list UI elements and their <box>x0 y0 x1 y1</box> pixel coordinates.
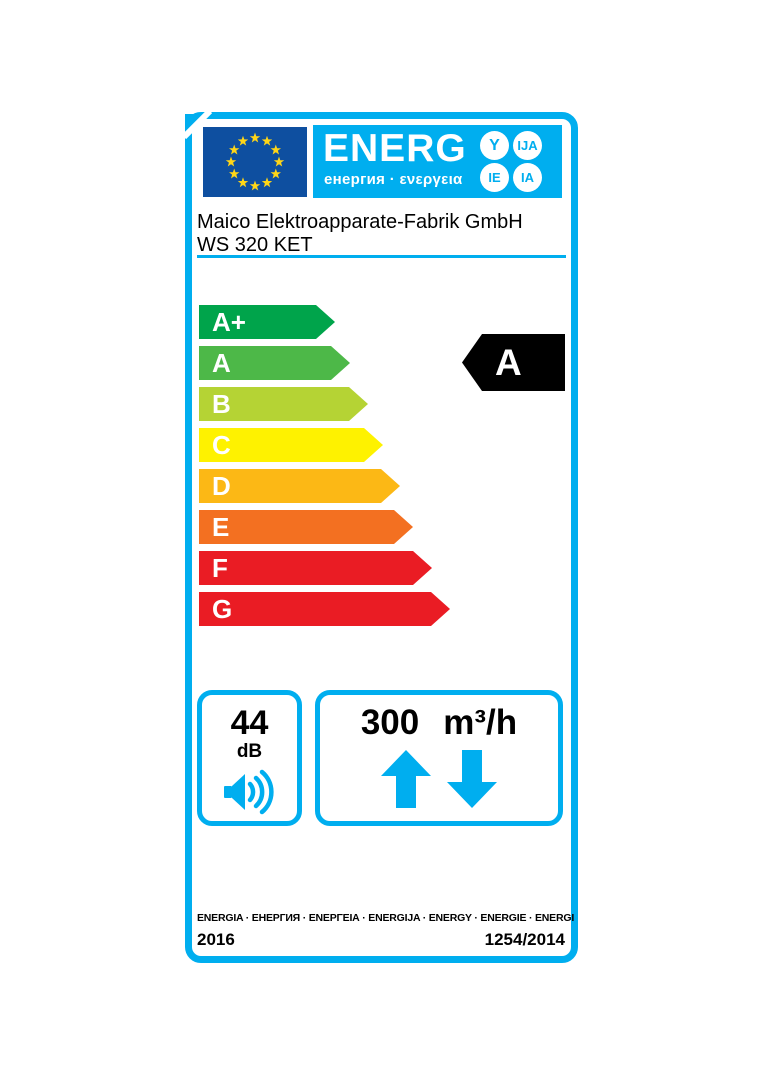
suffix-circle-ija: IJA <box>513 131 542 160</box>
scale-arrow-a+: A+ <box>199 305 335 339</box>
arrow-up-icon <box>381 750 431 808</box>
energ-banner: ENERG енергия · ενεργεια Y IJA IE IA <box>313 125 562 198</box>
scale-arrow-e: E <box>199 510 413 544</box>
rating-class-label: A <box>495 341 522 383</box>
manufacturer-name: Maico Elektroapparate-Fabrik GmbH <box>197 211 523 233</box>
scale-arrow-d: D <box>199 469 400 503</box>
scale-arrow-c: C <box>199 428 383 462</box>
regulation-number: 1254/2014 <box>484 930 565 949</box>
arrow-down-icon <box>447 750 497 808</box>
scale-arrow-f: F <box>199 551 432 585</box>
energ-suffix-circles: Y IJA IE IA <box>480 131 542 192</box>
scale-grade-label: A <box>212 348 231 378</box>
suffix-circle-ia: IA <box>513 163 542 192</box>
noise-box: 44 dB <box>197 690 302 826</box>
energy-languages-line: ENERGIA · ЕНЕРГИЯ · ΕΝΕΡΓΕΙΑ · ENERGIJA … <box>197 912 575 924</box>
suffix-circle-y: Y <box>480 131 509 160</box>
model-name: WS 320 KET <box>197 234 313 256</box>
scale-grade-label: F <box>212 553 228 583</box>
scale-grade-label: E <box>212 512 230 542</box>
scale-grade-label: G <box>212 594 233 624</box>
scale-arrow-g: G <box>199 592 450 626</box>
scale-grade-label: A+ <box>212 307 246 337</box>
energ-wordmark: ENERG <box>323 127 467 170</box>
scale-grade-label: C <box>212 430 231 460</box>
scale-arrow-b: B <box>199 387 368 421</box>
scale-grade-label: D <box>212 471 231 501</box>
airflow-direction-icons <box>320 748 558 810</box>
airflow-value: 300 <box>360 703 420 742</box>
eu-flag-icon <box>203 127 307 197</box>
suffix-circle-ie: IE <box>480 163 509 192</box>
airflow-box: 300 m³/h <box>315 690 563 826</box>
divider-rule <box>197 255 566 258</box>
noise-unit: dB <box>236 741 263 762</box>
energy-label: ENERG енергия · ενεργεια Y IJA IE IA Mai… <box>184 111 578 963</box>
label-year: 2016 <box>197 930 235 949</box>
scale-grade-label: B <box>212 389 231 419</box>
airflow-unit: m³/h <box>443 703 518 742</box>
speaker-icon <box>223 769 274 815</box>
rating-class-arrow: A <box>462 334 565 391</box>
energ-subtitle: енергия · ενεργεια <box>324 171 463 188</box>
airflow-line: 300 m³/h <box>320 705 558 740</box>
noise-value: 44 <box>230 704 269 742</box>
scale-arrow-a: A <box>199 346 350 380</box>
rating-scale: A+ A B C D E F G <box>199 305 450 626</box>
